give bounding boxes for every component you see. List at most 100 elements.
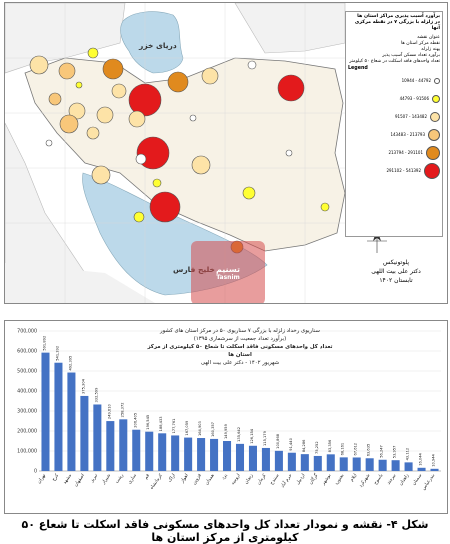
- bar-17: [261, 447, 270, 471]
- legend-swatch-5: [424, 162, 440, 179]
- value-label-29: 16,044: [419, 453, 423, 466]
- tasnim-watermark: تسنیم Tasnim: [191, 241, 265, 303]
- value-label-10: 177,761: [172, 419, 176, 434]
- bar-26: [378, 459, 387, 471]
- legend-range-5: 291102 - 541392: [386, 167, 421, 173]
- map-credit: پلوتونیکس دکتر علی بیت اللهی تابستان ۱۴۰…: [355, 258, 437, 285]
- category-label-11: اهواز: [180, 473, 190, 485]
- category-label-13: همدان: [205, 473, 216, 486]
- bar-20: [300, 454, 309, 471]
- circle-arak: [128, 110, 146, 128]
- bar-23: [339, 457, 348, 471]
- value-label-24: 67,612: [354, 443, 358, 456]
- category-label-9: کرمانشاه: [149, 472, 165, 491]
- circle-zanjan: [75, 81, 83, 89]
- legend-subtitle-0: عنوان نقشه: [417, 34, 440, 40]
- category-label-16: زنجان: [244, 473, 255, 485]
- legend-class-4: 213794 - 291101: [348, 144, 440, 162]
- value-label-26: 56,247: [380, 445, 384, 458]
- circle-sanandaj: [48, 92, 62, 106]
- bar-24: [352, 457, 361, 471]
- bar-25: [365, 458, 374, 471]
- legend-classes: 10944 - 44792 44793 - 91506 91507 - 143482…: [348, 72, 440, 180]
- value-label-2: 492,395: [68, 356, 72, 371]
- watermark-text: تسنیم: [216, 265, 240, 274]
- category-label-17: کرمان: [256, 472, 268, 486]
- value-label-1: 541,392: [55, 346, 59, 361]
- legend-range-0: 10944 - 44792: [401, 77, 431, 83]
- category-label-18: سنندج: [270, 473, 281, 486]
- circle-urmia: [58, 62, 76, 80]
- bar-28: [404, 462, 413, 471]
- watermark-latin: Tasnim: [216, 274, 240, 281]
- legend-swatch-4: [426, 145, 440, 160]
- category-label-27: بیرجند: [386, 473, 397, 486]
- circle-bushehr: [133, 211, 145, 223]
- value-label-0: 591,892: [42, 336, 46, 351]
- circle-qazvin: [111, 83, 127, 99]
- value-label-23: 68,161: [341, 443, 345, 456]
- legend-class-1: 44793 - 91506: [348, 90, 440, 108]
- ytick-label-2: 200,000: [17, 429, 37, 435]
- category-label-15: ارومیه: [231, 473, 242, 486]
- bar-19: [287, 452, 296, 471]
- value-label-27: 53,957: [393, 446, 397, 459]
- chart-title-1: سناریوی رخداد زلزله با بزرگی ۷ سناریوی ۵…: [160, 328, 320, 334]
- category-label-21: گرگان: [307, 471, 320, 485]
- category-label-7: ساری: [127, 473, 138, 485]
- circle-ardabil: [87, 47, 99, 59]
- legend-range-3: 143483 - 213793: [390, 131, 425, 137]
- circle-ahvaz: [91, 165, 111, 185]
- circle-rasht: [102, 58, 124, 80]
- map-title-2: در زلزله با بزرگی ۷ در نقطه مرکزی آنها: [354, 20, 440, 32]
- circle-tabriz: [29, 55, 49, 75]
- circle-mashhad: [277, 74, 305, 102]
- chart-title-4: شهریور ۱۴۰۲ - دکتر علی بیت الهی: [200, 360, 280, 366]
- value-label-3: 375,304: [81, 378, 85, 394]
- map-legend: برآورد آسیب پذیری مراکز استان ها در زلزل…: [345, 11, 443, 237]
- circle-shiraz: [149, 191, 181, 223]
- category-label-4: تبریز: [89, 473, 99, 485]
- value-label-7: 206,405: [133, 413, 137, 428]
- category-label-0: تهران: [37, 473, 48, 485]
- caspian-sea-label: دریای خزر: [139, 41, 177, 50]
- bar-8: [145, 431, 154, 471]
- category-label-2: مشهد: [63, 473, 74, 485]
- legend-range-4: 213794 - 291101: [388, 149, 423, 155]
- circle-yasuj: [152, 178, 162, 188]
- bar-5: [106, 421, 115, 471]
- legend-class-5: 291102 - 541392: [348, 162, 440, 180]
- bar-6: [119, 419, 128, 471]
- circle-bojnurd: [247, 60, 257, 70]
- category-label-30: بندرعباس: [421, 473, 436, 491]
- legend-subtitle-3: برآورد تعداد مسکن آسیب پذیر: [382, 53, 440, 59]
- value-label-16: 126,154: [250, 428, 254, 444]
- value-label-18: 100,868: [276, 433, 280, 449]
- value-label-5: 249,610: [107, 404, 111, 420]
- value-label-8: 196,545: [146, 415, 150, 430]
- bar-14: [223, 441, 232, 471]
- category-label-22: بوشهر: [321, 473, 333, 487]
- legend-subtitle-1: نقطه مرکز استان ها: [400, 40, 440, 46]
- legend-swatch-0: [434, 77, 440, 84]
- value-label-14: 149,959: [224, 423, 228, 439]
- bar-10: [171, 435, 180, 471]
- category-label-25: شهرکرد: [358, 473, 372, 489]
- circle-hamadan: [68, 102, 86, 120]
- bar-9: [158, 433, 167, 471]
- value-label-9: 188,433: [159, 416, 163, 431]
- bar-7: [132, 429, 141, 471]
- value-label-17: 115,179: [263, 430, 267, 446]
- legend-class-0: 10944 - 44792: [348, 72, 440, 90]
- circle-ilam: [45, 139, 53, 147]
- chart-title: سناریوی رخداد زلزله با بزرگی ۷ سناریوی ۵…: [145, 327, 335, 367]
- category-label-6: رشت: [115, 473, 125, 485]
- ytick-label-6: 600,000: [17, 349, 37, 355]
- circle-shahrekord: [135, 153, 147, 165]
- category-label-24: ایلام: [350, 473, 359, 483]
- category-label-3: اصفهان: [74, 473, 86, 488]
- value-label-11: 167,059: [185, 420, 189, 436]
- legend-range-2: 91507 - 143482: [395, 113, 427, 119]
- bar-11: [184, 437, 193, 471]
- bar-13: [210, 438, 219, 471]
